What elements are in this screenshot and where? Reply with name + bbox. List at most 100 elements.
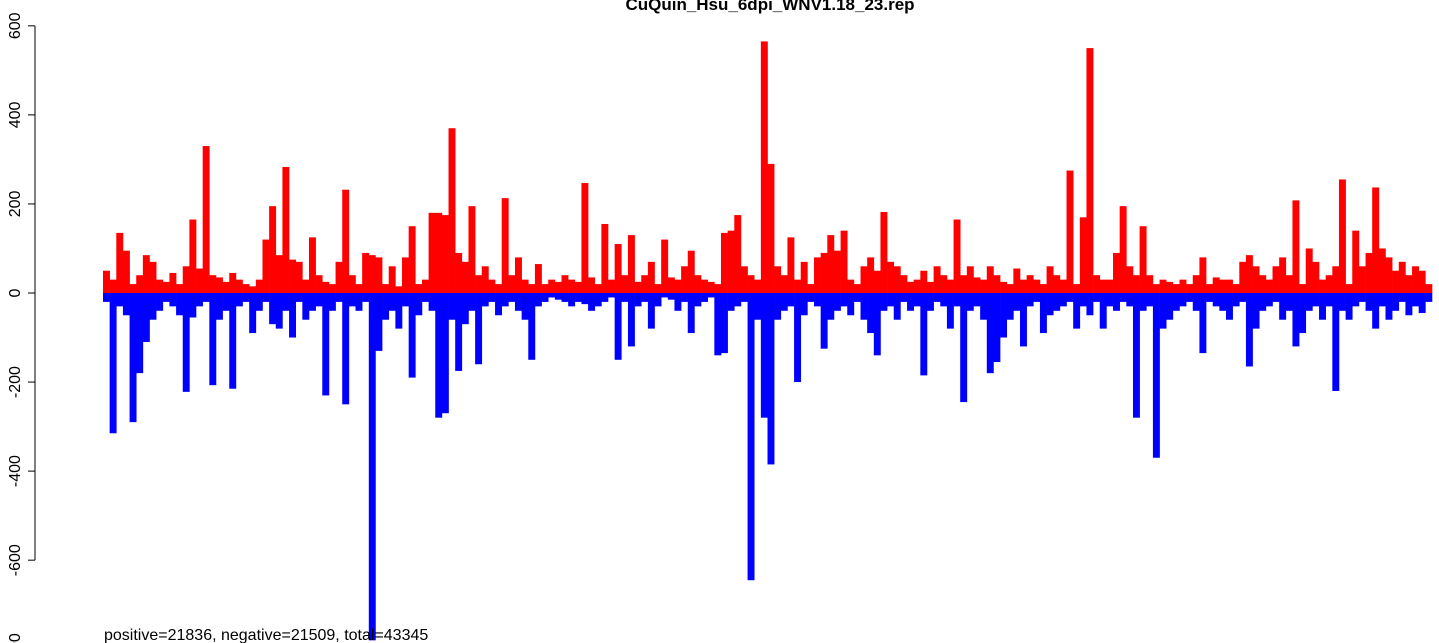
bar xyxy=(1345,293,1353,320)
bar xyxy=(362,252,370,294)
bar xyxy=(461,261,469,294)
bar xyxy=(940,275,948,294)
bar xyxy=(1059,293,1067,307)
bar xyxy=(568,279,576,294)
bar xyxy=(116,232,124,294)
bar xyxy=(847,293,855,316)
bar xyxy=(880,293,888,311)
bar xyxy=(1332,293,1340,391)
bar xyxy=(734,215,742,294)
bar xyxy=(1392,293,1400,311)
bar xyxy=(1292,293,1300,347)
bar xyxy=(441,215,449,294)
bar xyxy=(1338,179,1346,294)
bar xyxy=(375,257,383,294)
bar xyxy=(262,293,270,302)
bar xyxy=(1305,248,1313,294)
bar xyxy=(488,293,496,302)
bar xyxy=(455,252,463,294)
bar xyxy=(1312,261,1320,294)
bar xyxy=(1372,187,1380,294)
bar xyxy=(760,293,768,418)
bar xyxy=(1272,266,1280,294)
bar xyxy=(760,41,768,294)
bar xyxy=(342,293,350,405)
bar xyxy=(202,146,210,294)
bar xyxy=(880,211,888,294)
bar xyxy=(269,206,277,294)
bar xyxy=(149,261,157,294)
bar xyxy=(1006,293,1014,320)
bar xyxy=(215,277,223,294)
bar xyxy=(1152,284,1160,294)
bar xyxy=(1252,293,1260,329)
bar xyxy=(1046,266,1054,294)
bar xyxy=(608,293,615,298)
bar xyxy=(661,293,669,298)
bar xyxy=(455,293,463,371)
bar xyxy=(727,230,735,294)
bar xyxy=(827,235,835,294)
bar xyxy=(794,279,802,294)
bar xyxy=(1093,293,1101,302)
bar xyxy=(601,293,609,302)
bar xyxy=(421,279,429,294)
bar xyxy=(149,293,157,320)
bar xyxy=(681,293,689,302)
bar xyxy=(421,293,429,302)
bar xyxy=(966,266,974,294)
bar xyxy=(1245,255,1253,294)
bar xyxy=(960,293,968,403)
bar xyxy=(893,266,901,294)
bar xyxy=(1159,279,1167,294)
bar xyxy=(508,293,516,302)
bar xyxy=(853,293,861,302)
bar xyxy=(581,183,589,294)
bar xyxy=(913,293,921,307)
bar xyxy=(189,219,197,294)
bar xyxy=(435,293,443,418)
bar xyxy=(953,293,961,307)
bar xyxy=(634,293,642,307)
bar xyxy=(1126,266,1134,294)
bar xyxy=(315,275,323,294)
bar xyxy=(1319,279,1326,294)
bar xyxy=(568,293,576,307)
bar xyxy=(980,293,988,320)
bar xyxy=(415,284,423,294)
bar xyxy=(109,279,117,294)
bar xyxy=(973,293,981,307)
bar xyxy=(1119,206,1127,294)
bar xyxy=(1106,279,1114,294)
bar xyxy=(162,293,170,302)
bar xyxy=(129,284,137,294)
bar xyxy=(395,286,403,294)
bar xyxy=(966,293,974,311)
bar xyxy=(1146,293,1154,307)
bar xyxy=(907,281,914,294)
bar xyxy=(787,293,795,307)
bar xyxy=(1206,284,1214,294)
bar xyxy=(521,293,529,320)
bar xyxy=(368,293,376,641)
bar xyxy=(1279,293,1287,320)
bar xyxy=(488,279,496,294)
bar xyxy=(1219,279,1227,294)
bar xyxy=(601,223,609,294)
bar xyxy=(196,268,203,294)
bar xyxy=(382,293,390,320)
bar xyxy=(833,293,841,311)
bar xyxy=(714,293,722,356)
bar xyxy=(1073,293,1081,329)
bar xyxy=(388,266,396,294)
bar xyxy=(1272,293,1280,302)
bar xyxy=(1159,293,1167,329)
bar xyxy=(807,293,815,302)
bar xyxy=(1259,275,1267,294)
bar xyxy=(1166,293,1174,320)
bar xyxy=(840,230,848,294)
bar xyxy=(1325,275,1333,294)
bar xyxy=(122,250,130,294)
bar xyxy=(933,293,941,302)
